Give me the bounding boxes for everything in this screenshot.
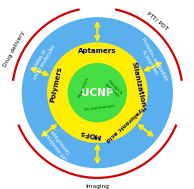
Circle shape: [48, 43, 147, 142]
Text: Imaging: Imaging: [85, 184, 109, 189]
Text: UCNP: UCNP: [81, 88, 114, 98]
Text: Drug delivery: Drug delivery: [3, 30, 26, 68]
Text: Hyaluronic acid: Hyaluronic acid: [104, 104, 146, 143]
Text: Polymers: Polymers: [50, 65, 63, 103]
Text: Silanization: Silanization: [130, 61, 146, 108]
Text: Cell membrane-
Camouflage: Cell membrane- Camouflage: [42, 124, 74, 162]
Circle shape: [68, 64, 126, 122]
Text: PTT/ PDT: PTT/ PDT: [146, 11, 169, 31]
Text: Folates or
small molecules: Folates or small molecules: [28, 41, 57, 81]
Circle shape: [23, 18, 172, 168]
Text: MOFs: MOFs: [79, 129, 101, 139]
Text: Properties: Properties: [77, 76, 89, 98]
Text: Aptamers: Aptamers: [78, 48, 117, 54]
Text: Proteins, antibodies
& peptides: Proteins, antibodies & peptides: [136, 37, 169, 84]
Text: Design &
synthesis: Design & synthesis: [104, 79, 124, 99]
Text: PL mechanism: PL mechanism: [84, 103, 115, 112]
